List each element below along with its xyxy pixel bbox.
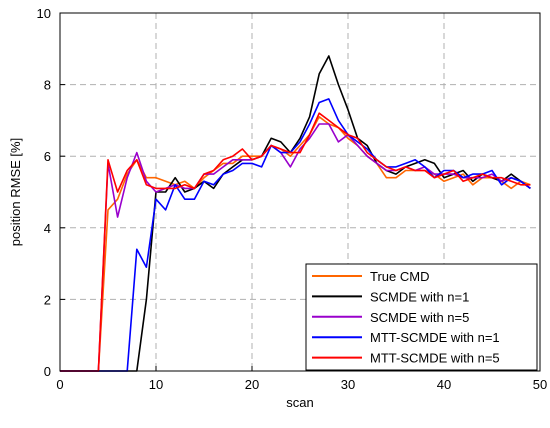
y-tick-label: 10 — [37, 6, 51, 21]
x-axis-label: scan — [286, 395, 313, 410]
legend-entry: MTT-SCMDE with n=1 — [370, 330, 500, 345]
y-tick-label: 6 — [44, 149, 51, 164]
y-tick-label: 0 — [44, 364, 51, 379]
series-line-4 — [60, 112, 531, 372]
y-axis-label: position RMSE [%] — [8, 138, 23, 246]
legend-entry: MTT-SCMDE with n=5 — [370, 351, 500, 366]
y-tick-label: 2 — [44, 292, 51, 307]
series-lines — [60, 55, 531, 372]
y-tick-label: 4 — [44, 221, 51, 236]
series-line-2 — [60, 123, 531, 372]
x-tick-label: 40 — [437, 377, 451, 392]
x-tick-label: 30 — [341, 377, 355, 392]
legend-entry: SCMDE with n=1 — [370, 289, 469, 304]
x-tick-label: 0 — [56, 377, 63, 392]
plot-frame — [59, 12, 541, 372]
y-tick-label: 8 — [44, 78, 51, 93]
x-tick-label: 10 — [149, 377, 163, 392]
x-tick-label: 50 — [533, 377, 547, 392]
legend-entry: SCMDE with n=5 — [370, 310, 469, 325]
legend: True CMD SCMDE with n=1 SCMDE with n=5 MTT-… — [305, 263, 538, 371]
axis-ticks: 0 10 20 30 40 50 0 2 4 6 8 10 — [37, 6, 548, 392]
legend-entry: True CMD — [370, 269, 429, 284]
x-tick-label: 20 — [245, 377, 259, 392]
